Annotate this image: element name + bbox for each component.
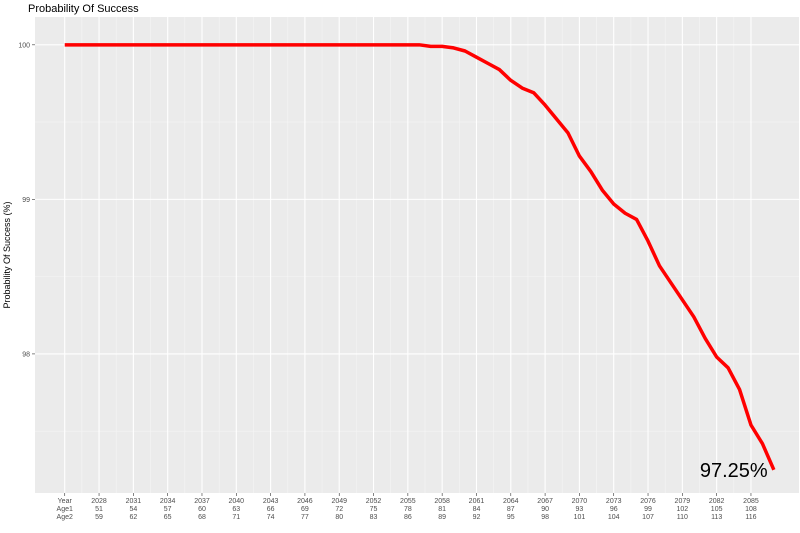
x-tick-label: 51 [95, 506, 103, 513]
x-tick-label: 60 [198, 506, 206, 513]
end-value-label: 97.25% [700, 460, 768, 482]
x-tick-label: 63 [232, 506, 240, 513]
x-tick-label: 116 [745, 514, 756, 521]
x-tick-label: 2046 [297, 498, 313, 505]
x-tick-label: 110 [677, 514, 688, 521]
x-tick-label: 2067 [537, 498, 553, 505]
x-tick-label: 71 [232, 514, 240, 521]
x-tick-label: 69 [301, 506, 309, 513]
x-tick-label: 86 [404, 514, 412, 521]
y-axis: 98 99 100 [18, 42, 35, 358]
x-tick-label: 59 [95, 514, 103, 521]
x-tick-label: 96 [610, 506, 618, 513]
x-tick-label: Age2 [57, 514, 73, 521]
x-tick-label: 102 [676, 506, 688, 513]
x-tick-label: 2076 [640, 498, 656, 505]
x-tick-label: 2061 [469, 498, 485, 505]
x-tick-label: 2034 [160, 498, 176, 505]
y-tick-label: 100 [18, 42, 30, 49]
x-tick-label: 66 [267, 506, 275, 513]
plot-panel [35, 17, 799, 493]
x-tick-label: 54 [129, 506, 137, 513]
x-tick-label: 107 [642, 514, 654, 521]
x-tick-label: 62 [129, 514, 137, 521]
x-tick-label: 2028 [91, 498, 107, 505]
x-tick-label: 89 [438, 514, 446, 521]
x-tick-label: 83 [370, 514, 378, 521]
x-tick-label: 2082 [709, 498, 725, 505]
x-tick-label: 57 [164, 506, 172, 513]
x-tick-label: 2070 [572, 498, 588, 505]
x-tick-label: 99 [644, 506, 652, 513]
x-tick-label: 95 [507, 514, 515, 521]
x-tick-label: 84 [473, 506, 481, 513]
x-tick-label: 92 [473, 514, 481, 521]
x-tick-label: 2052 [366, 498, 382, 505]
x-tick-label: 68 [198, 514, 206, 521]
x-tick-label: 2040 [229, 498, 245, 505]
chart-title: Probability Of Success [28, 3, 139, 15]
x-tick-label: 90 [541, 506, 549, 513]
x-tick-label: 81 [438, 506, 446, 513]
x-tick-label: 65 [164, 514, 172, 521]
x-tick-label: 2064 [503, 498, 519, 505]
grid-major [35, 17, 799, 493]
x-tick-label: 2037 [194, 498, 210, 505]
y-tick-label: 98 [22, 351, 30, 358]
x-tick-label: 93 [576, 506, 584, 513]
grid-minor [35, 17, 799, 493]
x-tick-label: 74 [267, 514, 275, 521]
y-tick-label: 99 [22, 197, 30, 204]
x-tick-label: 101 [574, 514, 586, 521]
series-line [64, 43, 776, 471]
x-tick-label: 87 [507, 506, 515, 513]
series-layer [64, 43, 776, 471]
x-tick-label: 113 [711, 514, 722, 521]
x-tick-label: 72 [335, 506, 343, 513]
x-tick-label: 77 [301, 514, 309, 521]
x-tick-label: 78 [404, 506, 412, 513]
x-tick-label: 2085 [743, 498, 759, 505]
x-tick-label: Year [58, 498, 73, 505]
x-tick-label: 75 [370, 506, 378, 513]
x-tick-label: 105 [711, 506, 723, 513]
x-tick-label: 98 [541, 514, 549, 521]
x-tick-label: 2031 [126, 498, 142, 505]
x-tick-label: Age1 [57, 506, 73, 513]
x-tick-label: 2058 [434, 498, 450, 505]
x-tick-label: 2055 [400, 498, 416, 505]
x-tick-label: 2043 [263, 498, 279, 505]
x-tick-label: 108 [745, 506, 757, 513]
x-tick-label: 80 [335, 514, 343, 521]
x-tick-label: 2073 [606, 498, 622, 505]
x-tick-label: 2079 [675, 498, 691, 505]
y-axis-title: Probability Of Success (%) [2, 201, 12, 308]
x-tick-label: 104 [608, 514, 620, 521]
x-tick-label: 2049 [331, 498, 347, 505]
